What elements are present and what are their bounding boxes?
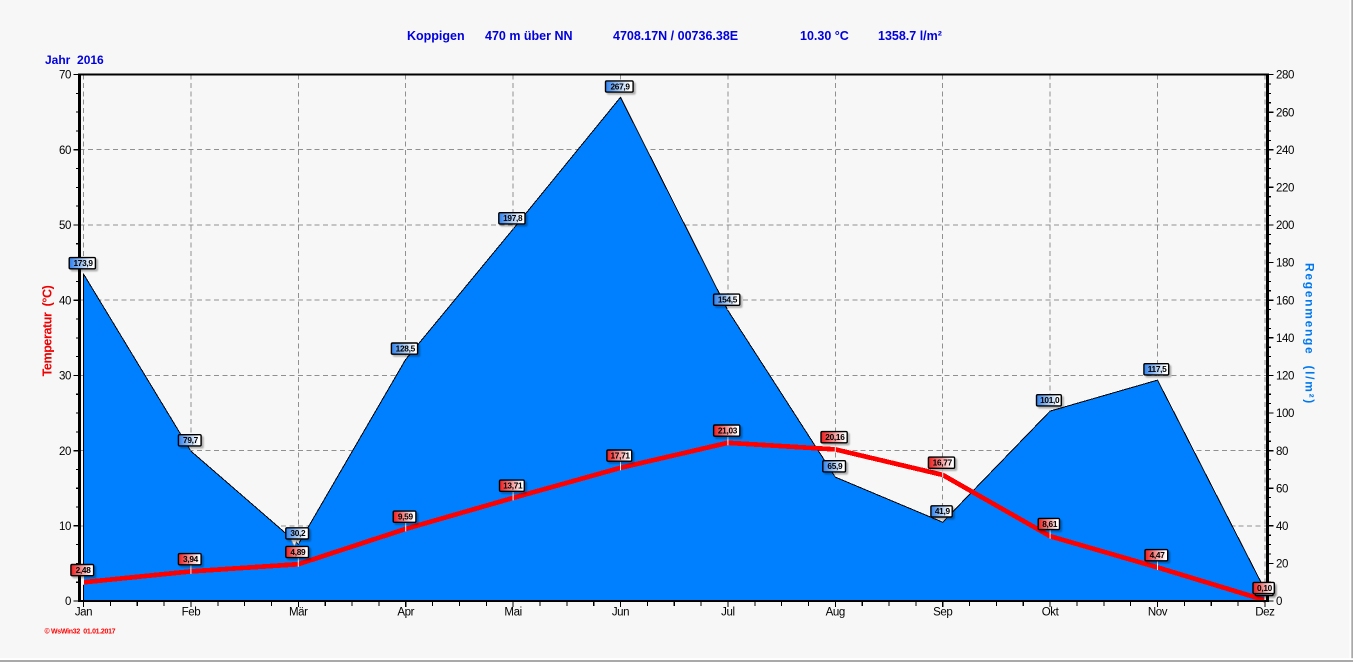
svg-text:0,10: 0,10 [1257,583,1273,593]
svg-text:79,7: 79,7 [183,435,199,445]
svg-text:Mai: Mai [504,607,521,619]
svg-text:100: 100 [1276,408,1294,420]
svg-text:80: 80 [1276,446,1288,458]
svg-text:140: 140 [1276,333,1294,345]
svg-text:260: 260 [1276,107,1294,119]
svg-text:Feb: Feb [182,607,201,619]
svg-text:Okt: Okt [1042,607,1060,619]
svg-text:30,2: 30,2 [290,528,306,538]
svg-text:Jan: Jan [75,607,92,619]
svg-text:20: 20 [59,446,71,458]
svg-text:17,71: 17,71 [610,450,630,460]
svg-text:10: 10 [59,521,71,533]
svg-text:2,48: 2,48 [76,565,92,575]
svg-text:Jul: Jul [721,607,735,619]
svg-text:Jun: Jun [612,607,629,619]
svg-text:30: 30 [59,371,71,383]
svg-text:13,71: 13,71 [503,481,523,491]
svg-text:Temperatur (°C): Temperatur (°C) [41,285,55,376]
svg-text:3,94: 3,94 [183,554,199,564]
svg-text:160: 160 [1276,295,1294,307]
svg-text:16,77: 16,77 [933,458,953,468]
svg-text:117,5: 117,5 [1148,364,1167,374]
svg-text:50: 50 [59,220,71,232]
svg-text:40: 40 [1276,521,1288,533]
svg-text:280: 280 [1276,70,1294,82]
svg-text:20: 20 [1276,559,1288,571]
svg-text:Sep: Sep [933,607,952,619]
svg-text:10.30 °C: 10.30 °C [800,29,849,43]
svg-text:101,0: 101,0 [1040,395,1060,405]
svg-text:267,9: 267,9 [610,81,630,91]
svg-text:Nov: Nov [1148,607,1168,619]
svg-text:Koppigen: Koppigen [407,29,465,43]
svg-text:65,9: 65,9 [827,461,843,471]
svg-text:Dez: Dez [1255,607,1275,619]
svg-text:20,16: 20,16 [825,432,845,442]
svg-text:470 m über NN: 470 m über NN [485,29,573,43]
svg-text:70: 70 [59,70,71,82]
svg-text:1358.7 l/m²: 1358.7 l/m² [878,29,942,43]
svg-text:Jahr 2016: Jahr 2016 [45,53,104,67]
svg-text:Mär: Mär [289,607,308,619]
svg-text:Aug: Aug [826,607,845,619]
svg-text:4,47: 4,47 [1150,550,1166,560]
svg-text:128,5: 128,5 [396,343,416,353]
svg-text:Apr: Apr [397,607,414,619]
svg-text:41,9: 41,9 [935,506,951,516]
svg-text:9,59: 9,59 [398,512,414,522]
svg-text:© WsWin32 01.01.2017: © WsWin32 01.01.2017 [45,628,116,636]
svg-text:197,8: 197,8 [503,213,523,223]
svg-text:173,9: 173,9 [73,258,93,268]
svg-text:240: 240 [1276,145,1294,157]
svg-text:8,61: 8,61 [1042,519,1058,529]
svg-text:60: 60 [59,145,71,157]
svg-text:4,89: 4,89 [290,547,306,557]
svg-text:154,5: 154,5 [718,295,738,305]
svg-text:200: 200 [1276,220,1294,232]
svg-text:Regenmenge (l/m²): Regenmenge (l/m²) [1303,263,1317,405]
svg-text:0: 0 [65,596,71,608]
svg-text:0: 0 [1276,596,1282,608]
svg-text:120: 120 [1276,371,1294,383]
svg-text:40: 40 [59,295,71,307]
svg-text:21,03: 21,03 [718,425,738,435]
svg-text:180: 180 [1276,258,1294,270]
svg-text:220: 220 [1276,183,1294,195]
svg-text:60: 60 [1276,483,1288,495]
svg-text:4708.17N / 00736.38E: 4708.17N / 00736.38E [613,29,738,43]
